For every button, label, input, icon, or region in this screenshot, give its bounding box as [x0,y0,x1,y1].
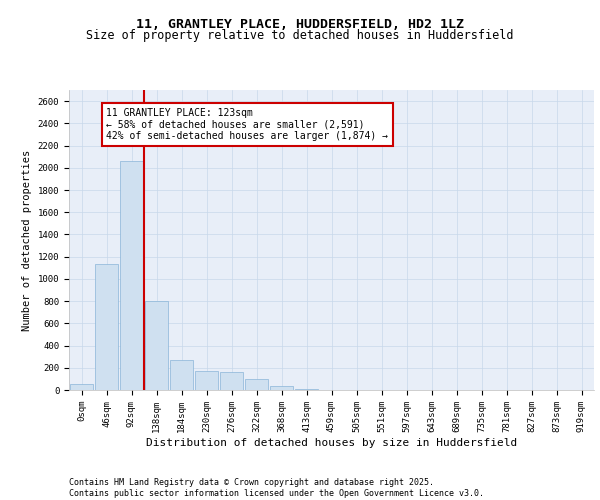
Text: Size of property relative to detached houses in Huddersfield: Size of property relative to detached ho… [86,29,514,42]
Bar [70,384,94,390]
Text: Contains HM Land Registry data © Crown copyright and database right 2025.
Contai: Contains HM Land Registry data © Crown c… [69,478,484,498]
Text: 11, GRANTLEY PLACE, HUDDERSFIELD, HD2 1LZ: 11, GRANTLEY PLACE, HUDDERSFIELD, HD2 1L… [136,18,464,30]
Bar [220,372,244,390]
Bar [194,371,218,390]
Bar [269,386,293,390]
Text: 11 GRANTLEY PLACE: 123sqm
← 58% of detached houses are smaller (2,591)
42% of se: 11 GRANTLEY PLACE: 123sqm ← 58% of detac… [107,108,389,141]
Y-axis label: Number of detached properties: Number of detached properties [22,150,32,330]
Bar [145,301,169,390]
X-axis label: Distribution of detached houses by size in Huddersfield: Distribution of detached houses by size … [146,438,517,448]
Bar [245,379,268,390]
Bar [295,389,319,390]
Bar [119,161,143,390]
Bar [170,360,193,390]
Bar [95,264,118,390]
